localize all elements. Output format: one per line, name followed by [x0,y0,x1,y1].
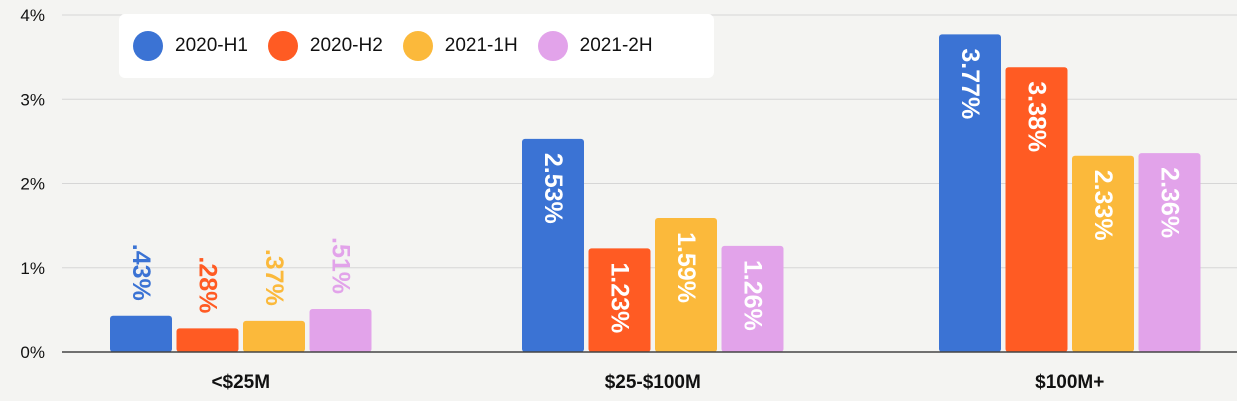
legend-item-2021-1h: 2021-1H [402,31,518,61]
data-label: 3.77% [956,48,984,119]
x-category-label: $100M+ [1035,372,1104,393]
legend-swatch [267,31,298,61]
legend-swatch [402,31,433,61]
data-label: .37% [260,249,288,306]
legend-label: 2021-2H [579,35,653,56]
legend-label: 2021-1H [444,35,518,56]
legend-swatch [133,31,163,61]
data-label: 1.59% [672,232,700,303]
bar [309,309,372,352]
chart-legend: 2020-H1 2020-H2 2021-1H 2021-2H [119,14,714,78]
bar [588,248,651,352]
x-category-label: $25-$100M [605,372,701,393]
bar [1072,155,1134,352]
legend-label: 2020-H2 [309,35,383,56]
data-label: 2.33% [1089,170,1117,241]
legend-item-2021-2h: 2021-2H [537,31,653,61]
data-label: .43% [127,244,155,301]
bar [176,328,239,352]
legend-label: 2020-H1 [175,35,248,56]
y-tick-label: 4% [20,6,45,25]
bar [939,34,1001,352]
data-label: .51% [327,237,355,294]
y-tick-label: 1% [20,259,45,278]
bar [655,218,717,352]
x-category-label: <$25M [211,372,270,393]
data-label: 1.23% [606,262,634,333]
legend-item-2020-h2: 2020-H2 [267,31,383,61]
y-tick-label: 2% [20,175,45,194]
y-tick-label: 0% [20,343,45,362]
data-label: 2.53% [539,153,567,224]
bar [110,315,172,352]
bar [522,138,584,352]
legend-item-2020-h1: 2020-H1 [133,31,248,61]
data-label: 3.38% [1023,81,1051,152]
data-label: .28% [194,256,222,313]
y-tick-label: 3% [20,90,45,109]
bar [721,245,784,352]
data-label: 1.26% [739,260,767,331]
data-label: 2.36% [1156,167,1184,238]
legend-swatch [537,31,568,61]
bar [1005,67,1068,353]
bar [1138,153,1201,352]
bar [243,320,305,352]
